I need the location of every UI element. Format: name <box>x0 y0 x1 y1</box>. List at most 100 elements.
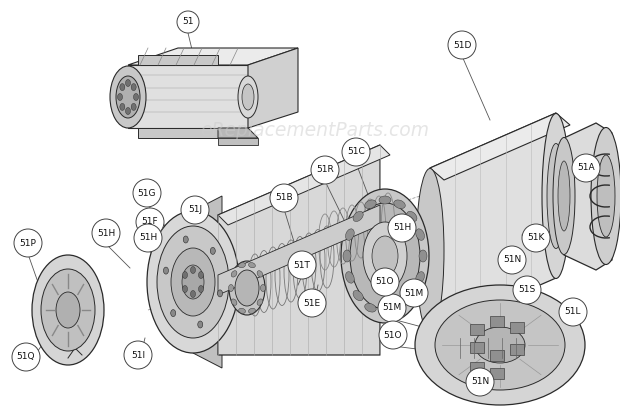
Text: 51N: 51N <box>471 377 489 386</box>
Ellipse shape <box>125 79 130 87</box>
Ellipse shape <box>249 308 255 313</box>
Text: 51F: 51F <box>142 218 158 226</box>
Ellipse shape <box>591 127 620 265</box>
Ellipse shape <box>118 94 123 101</box>
Ellipse shape <box>553 138 575 255</box>
Ellipse shape <box>475 327 525 363</box>
Ellipse shape <box>257 299 263 305</box>
Polygon shape <box>218 128 258 138</box>
Polygon shape <box>564 123 612 270</box>
Ellipse shape <box>238 76 258 118</box>
Text: 51: 51 <box>182 17 193 27</box>
Circle shape <box>388 214 416 242</box>
Text: eReplacementParts.com: eReplacementParts.com <box>200 121 429 139</box>
Ellipse shape <box>235 270 259 306</box>
Ellipse shape <box>363 222 407 290</box>
Ellipse shape <box>182 285 187 292</box>
Ellipse shape <box>171 248 215 316</box>
Polygon shape <box>218 145 380 355</box>
Ellipse shape <box>231 271 237 277</box>
Ellipse shape <box>353 290 363 301</box>
Ellipse shape <box>416 229 425 240</box>
Polygon shape <box>218 138 258 145</box>
Ellipse shape <box>343 250 351 262</box>
Ellipse shape <box>597 155 615 237</box>
Ellipse shape <box>365 200 376 208</box>
Text: 51Q: 51Q <box>17 352 35 362</box>
Ellipse shape <box>198 272 203 278</box>
Bar <box>510 344 524 355</box>
Circle shape <box>92 219 120 247</box>
Ellipse shape <box>365 303 376 312</box>
Ellipse shape <box>416 168 444 334</box>
Circle shape <box>572 154 600 182</box>
Ellipse shape <box>120 104 125 110</box>
Ellipse shape <box>182 272 187 278</box>
Bar <box>490 350 504 361</box>
Text: 51O: 51O <box>384 330 402 339</box>
Polygon shape <box>218 145 390 225</box>
Ellipse shape <box>242 84 254 110</box>
Ellipse shape <box>182 265 204 299</box>
Ellipse shape <box>415 285 585 405</box>
Text: 51O: 51O <box>376 277 394 287</box>
Polygon shape <box>138 55 218 65</box>
Ellipse shape <box>547 144 565 248</box>
Text: 51H: 51H <box>393 223 411 233</box>
Ellipse shape <box>372 236 398 276</box>
Ellipse shape <box>120 84 125 91</box>
Ellipse shape <box>345 272 354 283</box>
Circle shape <box>136 208 164 236</box>
Circle shape <box>559 298 587 326</box>
Circle shape <box>270 184 298 212</box>
Text: 51N: 51N <box>503 255 521 265</box>
Circle shape <box>124 341 152 369</box>
Text: 51A: 51A <box>577 163 595 173</box>
Circle shape <box>379 321 407 349</box>
Circle shape <box>522 224 550 252</box>
Circle shape <box>311 156 339 184</box>
Ellipse shape <box>125 107 130 114</box>
Text: 51B: 51B <box>275 193 293 203</box>
Ellipse shape <box>190 290 195 297</box>
Text: 51D: 51D <box>453 40 471 50</box>
Ellipse shape <box>131 84 136 91</box>
Circle shape <box>448 31 476 59</box>
Text: 51R: 51R <box>316 166 334 174</box>
Ellipse shape <box>198 321 203 328</box>
Ellipse shape <box>41 269 95 351</box>
Ellipse shape <box>147 211 239 353</box>
Ellipse shape <box>110 66 146 128</box>
Polygon shape <box>218 205 380 295</box>
Ellipse shape <box>56 292 80 328</box>
Ellipse shape <box>379 308 391 316</box>
Text: 51H: 51H <box>139 233 157 243</box>
Text: 51G: 51G <box>138 188 156 198</box>
Bar <box>490 316 504 327</box>
Bar <box>470 324 484 335</box>
Circle shape <box>177 11 199 33</box>
Ellipse shape <box>379 196 391 204</box>
Ellipse shape <box>32 255 104 365</box>
Polygon shape <box>430 113 570 180</box>
Text: 51S: 51S <box>518 285 536 295</box>
Circle shape <box>134 224 162 252</box>
Ellipse shape <box>164 267 169 274</box>
Ellipse shape <box>257 271 263 277</box>
Ellipse shape <box>407 290 417 301</box>
Circle shape <box>181 196 209 224</box>
Text: 51E: 51E <box>303 299 321 307</box>
Polygon shape <box>430 113 556 333</box>
Text: 51M: 51M <box>383 304 402 312</box>
Ellipse shape <box>394 200 405 208</box>
Bar <box>470 362 484 373</box>
Ellipse shape <box>239 308 246 313</box>
Circle shape <box>400 279 428 307</box>
Circle shape <box>342 138 370 166</box>
Text: 51I: 51I <box>131 351 145 359</box>
Ellipse shape <box>341 189 429 323</box>
Text: 51C: 51C <box>347 148 365 156</box>
Ellipse shape <box>116 76 140 118</box>
Ellipse shape <box>157 226 229 338</box>
Text: 51M: 51M <box>404 289 423 297</box>
